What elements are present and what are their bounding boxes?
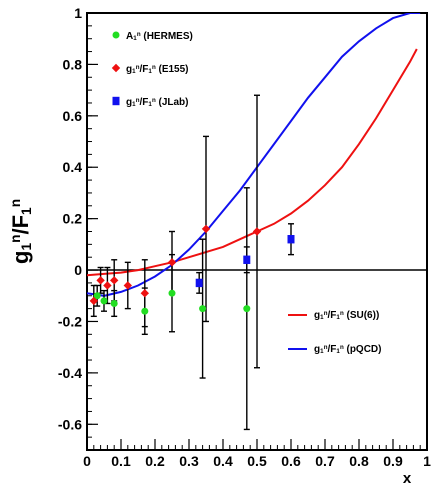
data-point (167, 258, 177, 267)
data-point (100, 297, 108, 305)
x-axis-title: x (403, 470, 412, 487)
legend-label: g_1^n/F_1^n (SU(6)) (314, 310, 379, 322)
data-point (93, 292, 101, 300)
y-tick-label: 1 (74, 5, 82, 21)
legend-marker (112, 96, 120, 106)
data-point (243, 305, 251, 313)
data-point (96, 276, 105, 285)
data-point (252, 227, 262, 236)
y-tick-label: 0.2 (63, 211, 83, 227)
legend-label: g_1^n/F_1^n (pQCD) (314, 344, 382, 356)
y-tick-label: 0.8 (63, 56, 83, 72)
data-point (195, 278, 203, 288)
data-point (201, 224, 211, 234)
y-axis-title: g_1^n/F_1^n (8, 199, 34, 264)
x-tick-label: 0.8 (349, 453, 369, 469)
y-tick-label: -0.4 (58, 365, 82, 381)
x-tick-label: 0.5 (247, 453, 267, 469)
data-point (110, 276, 119, 285)
curve (87, 13, 421, 297)
legend-label: A_1^n (HERMES) (126, 31, 193, 43)
y-tick-label: -0.6 (58, 416, 82, 432)
x-tick-label: 0.3 (179, 453, 199, 469)
data-point (110, 299, 118, 307)
x-tick-label: 0.9 (383, 453, 403, 469)
data-point (103, 281, 112, 290)
legend-marker (112, 31, 120, 39)
curve (87, 48, 418, 277)
data-point (287, 235, 295, 244)
data-point (140, 288, 149, 298)
y-axis-title-group: g_1^n/F_1^n (8, 199, 34, 264)
x-tick-label: 0.7 (315, 453, 335, 469)
y-tick-label: -0.2 (58, 313, 82, 329)
y-tick-label: 0.6 (63, 108, 83, 124)
x-tick-label: 0.2 (145, 453, 165, 469)
x-tick-label: 0.1 (111, 453, 131, 469)
x-tick-label: 1 (423, 453, 431, 469)
legend-label: g_1^n/F_1^n (JLab) (126, 97, 189, 109)
data-point (168, 289, 176, 297)
y-tick-label: 0.4 (63, 159, 83, 175)
legend-label: g_1^n/F_1^n (E155) (126, 64, 189, 76)
data-point (123, 281, 132, 290)
x-tick-label: 0.6 (281, 453, 301, 469)
data-point (141, 307, 149, 315)
data-point (199, 305, 207, 313)
y-tick-label: 0 (74, 262, 82, 278)
x-tick-label: 0.4 (213, 453, 233, 469)
data-point (89, 296, 98, 306)
legend-marker (111, 63, 121, 73)
x-tick-label: 0 (83, 453, 91, 469)
data-point (243, 255, 251, 264)
